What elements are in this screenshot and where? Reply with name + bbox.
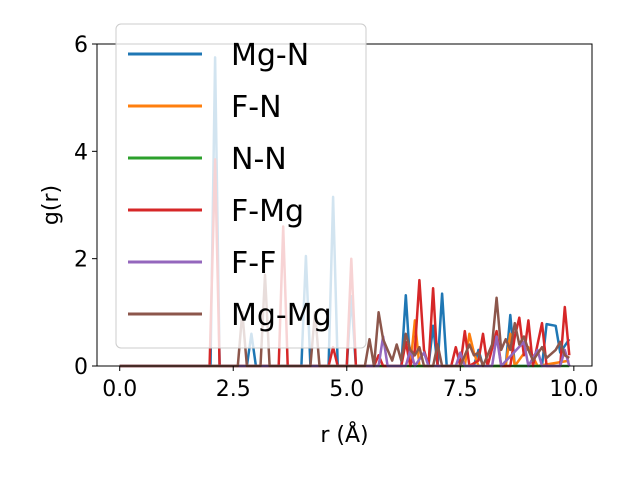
x-tick-label: 7.5 — [443, 377, 478, 402]
series-line-mg-n — [119, 56, 571, 368]
series-line-f-mg — [119, 158, 571, 368]
legend-label: Mg-N — [231, 38, 309, 73]
x-tick-label: 0.0 — [102, 377, 137, 402]
legend: Mg-N F-N N-N F-Mg F-F Mg-Mg — [115, 23, 367, 349]
y-tick-label: 0 — [74, 355, 88, 380]
legend-label: F-N — [231, 90, 282, 125]
x-tick-label: 5.0 — [329, 377, 364, 402]
x-axis-label: r (Å) — [320, 421, 368, 448]
y-axis: 0 2 4 6 — [74, 33, 97, 380]
x-axis: 0.0 2.5 5.0 7.5 10.0 — [102, 366, 598, 402]
y-axis-label: g(r) — [39, 185, 64, 225]
y-tick-label: 6 — [74, 33, 88, 58]
legend-label: N-N — [231, 142, 287, 177]
y-tick-label: 2 — [74, 248, 88, 273]
legend-label: F-Mg — [231, 194, 304, 229]
x-tick-label: 2.5 — [216, 377, 251, 402]
legend-label: Mg-Mg — [231, 298, 332, 333]
x-tick-label: 10.0 — [549, 377, 598, 402]
legend-label: F-F — [231, 246, 276, 281]
y-tick-label: 4 — [74, 140, 88, 165]
